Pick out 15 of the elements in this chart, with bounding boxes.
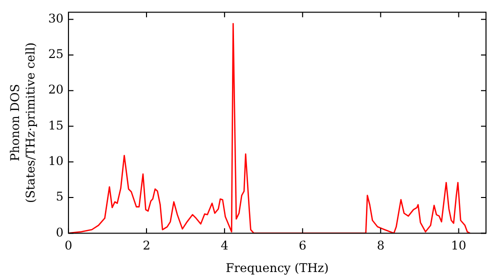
y-tick-label: 15: [48, 118, 64, 132]
x-axis-title: Frequency (THz): [226, 260, 329, 275]
y-axis-title: Phonon DOS (States/THz·primitive cell): [8, 42, 38, 204]
y-tick-label: 20: [48, 82, 64, 97]
y-tick-label: 5: [56, 190, 64, 204]
x-tick-label: 8: [376, 238, 384, 253]
x-tick-label: 2: [142, 238, 150, 253]
y-tick-label: 0: [56, 225, 64, 240]
y-tick-label: 10: [48, 154, 64, 168]
y-tick-label: 30: [48, 11, 64, 26]
x-tick-label: 10: [451, 238, 466, 253]
x-tick-label: 6: [298, 238, 306, 253]
y-tick-label: 25: [48, 47, 64, 62]
x-tick-label: 4: [220, 238, 229, 253]
x-tick-label: 0: [64, 238, 72, 253]
